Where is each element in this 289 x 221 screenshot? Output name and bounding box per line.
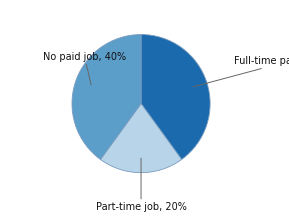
Text: No paid job, 40%: No paid job, 40% bbox=[43, 52, 126, 85]
Text: Part-time job, 20%: Part-time job, 20% bbox=[96, 158, 186, 212]
Wedge shape bbox=[141, 34, 210, 160]
Wedge shape bbox=[101, 104, 182, 173]
Wedge shape bbox=[72, 34, 141, 160]
Text: Full-time paid job, 40%: Full-time paid job, 40% bbox=[193, 56, 289, 87]
